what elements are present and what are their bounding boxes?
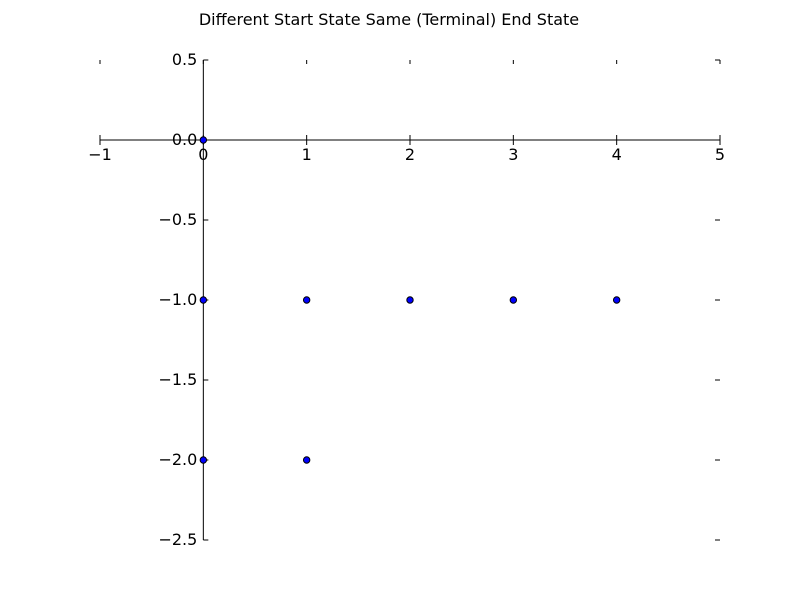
data-point [302,296,311,304]
x-tick-label: 2 [405,145,415,164]
y-tick-label: 0.0 [172,130,197,149]
y-tick-label: −2.0 [158,450,197,469]
data-point [199,296,208,304]
x-tick-label: −1 [88,145,112,164]
x-tick-label: 1 [302,145,312,164]
y-tick-label: −0.5 [158,210,197,229]
data-points [199,136,621,464]
y-tick-label: −1.5 [158,370,197,389]
data-point [406,296,414,304]
y-tick-label: 0.5 [172,50,197,69]
chart-title: Different Start State Same (Terminal) En… [198,10,580,29]
data-point [302,456,311,464]
y-tick-label: −1.0 [158,290,197,309]
data-point [509,296,518,304]
y-tick-label: −2.5 [158,530,197,549]
x-tick-label: 4 [612,145,622,164]
x-tick-label: 0 [198,145,208,164]
x-tick-label: 3 [508,145,518,164]
tick-labels: −1 0 1 2 3 4 5 0.5 0.0 −0.5 −1.0 −1.5 −2.0 −2.5 [88,50,725,549]
data-point [199,456,208,464]
data-point [199,136,208,144]
x-tick-label: 5 [715,145,725,164]
data-point [612,296,621,304]
